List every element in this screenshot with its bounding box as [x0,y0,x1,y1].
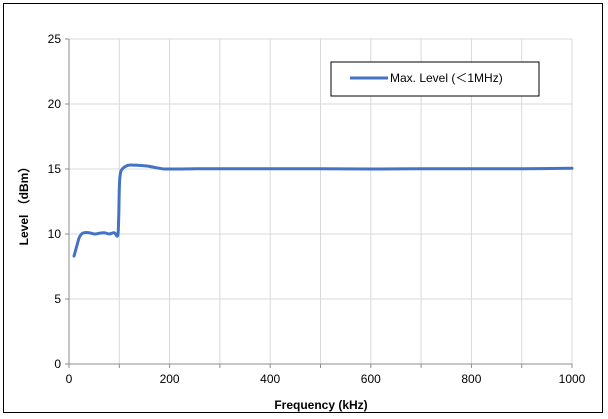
y-tick-label: 10 [48,227,62,241]
y-tick-label: 15 [48,162,62,176]
y-tick-label: 25 [48,32,62,46]
series-line-0 [72,163,574,258]
x-tick-label: 1000 [559,372,586,386]
legend-label: Max. Level (＜1MHz) [390,71,503,85]
series-lines [72,163,574,258]
x-tick-label: 0 [66,372,73,386]
axes [65,38,573,368]
line-chart: 0 5 10 15 20 25 200 400 600 800 1000 0 Frequency (… [16,32,586,412]
y-tick-label: 0 [54,357,61,371]
legend: Max. Level (＜1MHz) [330,61,540,97]
y-axis-title: Level （dBm） [16,161,31,246]
x-axis-title: Frequency (kHz) [274,398,367,412]
y-tick-label: 5 [54,292,61,306]
y-tick-label: 20 [48,97,62,111]
x-tick-labels: 200 400 600 800 1000 0 [66,372,586,386]
x-tick-label: 400 [260,372,280,386]
y-tick-labels: 0 5 10 15 20 25 [48,32,62,371]
x-tick-label: 800 [461,372,481,386]
x-tick-label: 600 [361,372,381,386]
x-tick-label: 200 [160,372,180,386]
chart-frame: 0 5 10 15 20 25 200 400 600 800 1000 0 Frequency (… [3,3,603,413]
